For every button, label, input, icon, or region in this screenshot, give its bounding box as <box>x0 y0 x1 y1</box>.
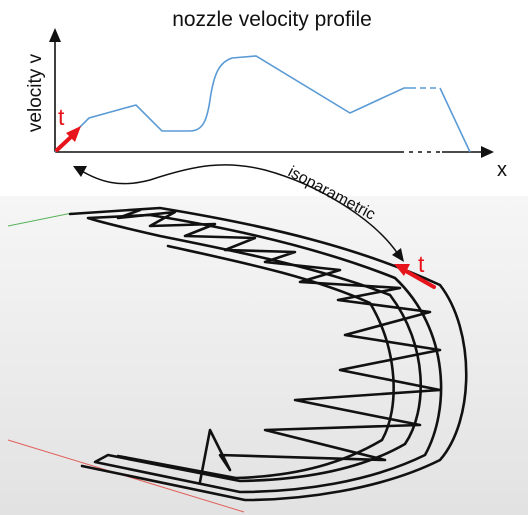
build-plate-background <box>0 196 528 515</box>
x-axis <box>55 146 494 158</box>
path-tangent-arrow <box>394 264 436 289</box>
path-tangent-label: t <box>418 251 425 277</box>
toolpath-infill-zigzag <box>116 208 442 484</box>
print-path-view: t <box>0 196 528 515</box>
y-axis <box>49 28 61 152</box>
toolpath-inner-wall <box>86 213 443 494</box>
connector-curve <box>79 164 399 255</box>
x-axis-label: x <box>497 159 507 181</box>
plot-title: nozzle velocity profile <box>172 8 372 31</box>
toolpath-inner-boundary <box>116 244 395 480</box>
plot-tangent-label: t <box>58 104 65 130</box>
toolpath-outer-shell <box>68 206 468 502</box>
y-axis-label: velocity v <box>25 53 46 132</box>
plot-tangent-arrow <box>55 126 81 152</box>
nozzle-toolpath <box>68 206 468 502</box>
connector-arrowhead-left <box>73 166 87 177</box>
grid-axis-green <box>7 212 73 227</box>
velocity-profile-plot: nozzle velocity profile velocity v x t <box>25 8 507 181</box>
velocity-profile-curve <box>54 55 471 153</box>
connector-arrowhead-right <box>392 248 404 262</box>
